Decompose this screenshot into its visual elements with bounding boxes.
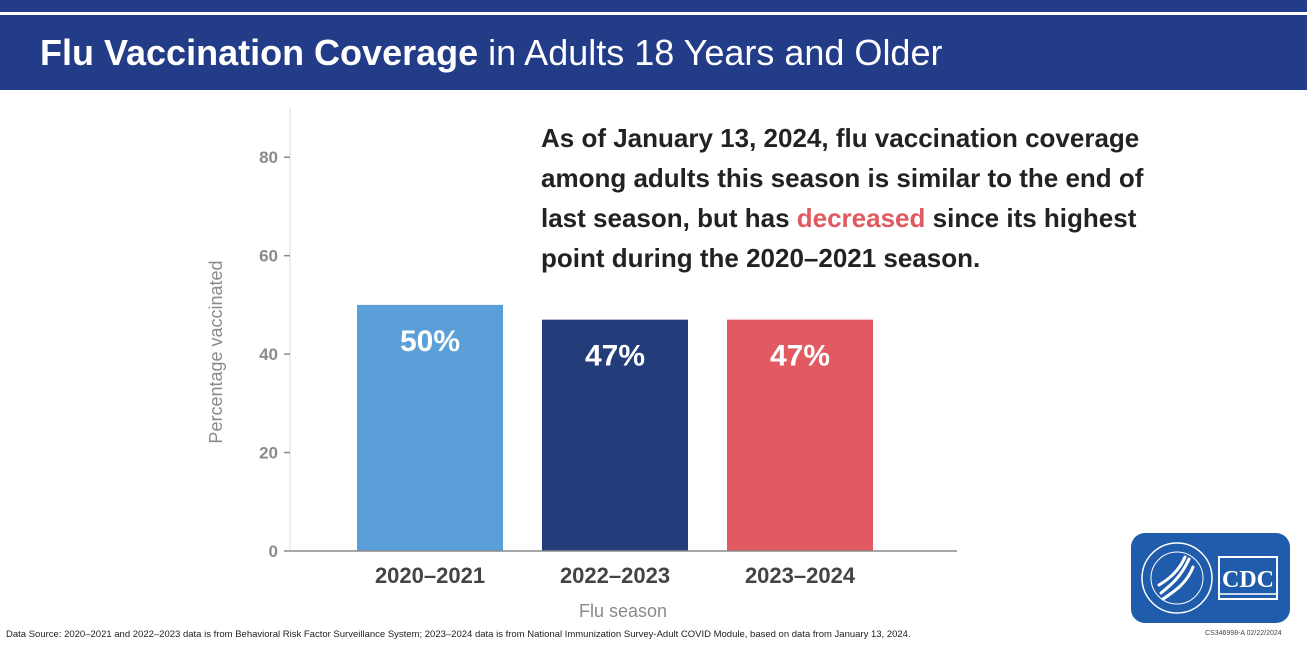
- callout-text: As of January 13, 2024, flu vaccination …: [541, 118, 1181, 278]
- y-tick-label: 40: [259, 345, 278, 364]
- x-tick-label: 2020–2021: [375, 563, 485, 588]
- bars: 50% 47% 47%: [357, 304, 873, 551]
- bar-1: [357, 304, 503, 551]
- page-title: Flu Vaccination Coverage in Adults 18 Ye…: [40, 30, 942, 76]
- header-rule: [0, 12, 1307, 15]
- data-source-note: Data Source: 2020–2021 and 2022–2023 dat…: [6, 629, 911, 640]
- y-tick-label: 80: [259, 148, 278, 167]
- callout-highlight: decreased: [796, 203, 926, 233]
- bar-2: [542, 319, 688, 551]
- cdc-logo-text: CDC: [1222, 567, 1274, 593]
- y-axis-label: Percentage vaccinated: [206, 260, 226, 443]
- header-band: [0, 0, 1307, 90]
- hhs-eagle-icon: CDC: [1141, 542, 1278, 614]
- y-tick-label: 0: [269, 542, 278, 561]
- callout-text-before: As of January 13, 2024, flu vaccination …: [541, 123, 1144, 233]
- bar-value-label: 47%: [770, 340, 830, 373]
- x-tick-label: 2022–2023: [560, 563, 670, 588]
- callout-text-after: since its highest point during the 2020–…: [541, 203, 1137, 273]
- cdc-hhs-logo: CDC: [1131, 533, 1290, 623]
- bar-3: [727, 319, 873, 551]
- y-tick-label: 60: [259, 247, 278, 266]
- y-tick-label: 20: [259, 444, 278, 463]
- bar-value-label: 47%: [585, 340, 645, 373]
- title-bold: Flu Vaccination Coverage: [40, 32, 479, 73]
- x-tick-label: 2023–2024: [745, 563, 856, 588]
- publication-code: CS346998-A 02/22/2024: [1205, 630, 1282, 637]
- x-axis: 2020–2021 2022–2023 2023–2024: [290, 550, 957, 588]
- y-axis: 0 20 40 60 80: [259, 108, 291, 561]
- title-rest: in Adults 18 Years and Older: [478, 32, 943, 73]
- bar-value-label: 50%: [400, 325, 460, 358]
- x-axis-label: Flu season: [579, 601, 667, 621]
